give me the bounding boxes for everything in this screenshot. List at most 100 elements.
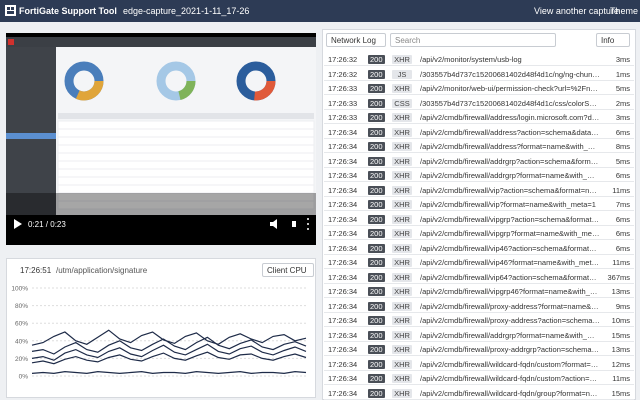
capture-name: edge-capture_2021-1-11_17-26 bbox=[123, 6, 250, 16]
log-row[interactable]: 17:26:34 200 XHR/api/v2/cmdb/firewall/vip4… bbox=[324, 241, 634, 255]
request-type: XHR bbox=[392, 171, 412, 180]
status-code: 200 bbox=[368, 345, 385, 354]
request-url: /api/v2/cmdb/firewall/vipgrp46?format=na… bbox=[420, 287, 600, 296]
request-type: XHR bbox=[392, 156, 412, 166]
log-row[interactable]: 17:26:34 200 XHR/api/v2/cmdb/firewall/vipg… bbox=[324, 226, 634, 240]
duration: 3ms bbox=[615, 55, 630, 64]
log-row[interactable]: 17:26:34 200 XHR/api/v2/cmdb/firewall/addr… bbox=[324, 139, 634, 153]
request-type: XHR bbox=[392, 316, 412, 325]
log-row[interactable]: 17:26:34 200 XHR/api/v2/cmdb/firewall/vip?… bbox=[324, 183, 634, 197]
request-url: /api/v2/cmdb/firewall/proxy-address?form… bbox=[420, 301, 600, 311]
log-time: 17:26:34 bbox=[328, 156, 358, 166]
view-another-capture[interactable]: View another capture bbox=[534, 6, 619, 16]
log-row[interactable]: 17:26:34 200 XHR/api/v2/cmdb/firewall/addr… bbox=[324, 168, 634, 182]
cpu-line bbox=[31, 343, 307, 361]
log-row[interactable]: 17:26:34 200 XHR/api/v2/cmdb/firewall/prox… bbox=[324, 342, 634, 356]
log-row[interactable]: 17:26:34 200 XHR/api/v2/cmdb/firewall/vip4… bbox=[324, 255, 634, 269]
theme-menu[interactable]: Theme bbox=[610, 6, 639, 16]
request-type: XHR bbox=[392, 258, 412, 267]
request-url: /api/v2/cmdb/firewall/vip46?action=schem… bbox=[420, 243, 600, 253]
status-code: 200 bbox=[368, 388, 385, 398]
request-url: /api/v2/cmdb/firewall/wildcard-fqdn/grou… bbox=[420, 388, 600, 398]
status-code: 200 bbox=[368, 171, 385, 180]
log-row[interactable]: 17:26:33 200 CSS/303557b4d737c15200681402d… bbox=[324, 96, 634, 110]
duration: 6ms bbox=[615, 214, 630, 224]
video-time: 0:21 / 0:23 bbox=[28, 220, 66, 229]
source-label: Network Log bbox=[331, 36, 376, 45]
request-type: XHR bbox=[392, 229, 412, 238]
cpu-chart: 0% 20% 40% 60% 80% 100% bbox=[11, 286, 307, 381]
log-row[interactable]: 17:26:34 200 XHR/api/v2/cmdb/firewall/addr… bbox=[324, 154, 634, 168]
log-row[interactable]: 17:26:33 200 XHR/api/v2/monitor/web-ui/per… bbox=[324, 81, 634, 95]
request-type: XHR bbox=[392, 359, 412, 369]
request-url: /api/v2/cmdb/firewall/vip64?action=schem… bbox=[420, 272, 600, 282]
status-code: 200 bbox=[368, 374, 385, 383]
log-time: 17:26:34 bbox=[328, 200, 358, 209]
log-row[interactable]: 17:26:34 200 XHR/api/v2/cmdb/firewall/prox… bbox=[324, 299, 634, 313]
log-row[interactable]: 17:26:34 200 XHR/api/v2/cmdb/firewall/addr… bbox=[324, 125, 634, 139]
request-url: /api/v2/cmdb/firewall/vip?action=schema&… bbox=[420, 185, 600, 195]
log-row[interactable]: 17:26:34 200 XHR/api/v2/cmdb/firewall/wild… bbox=[324, 357, 634, 371]
request-type: XHR bbox=[392, 127, 412, 137]
video-frame bbox=[6, 37, 316, 230]
logo bbox=[5, 5, 16, 16]
status-code: 200 bbox=[368, 330, 385, 340]
status-code: 200 bbox=[368, 301, 385, 311]
cpu-line bbox=[31, 351, 307, 365]
status-code: 200 bbox=[368, 243, 385, 253]
duration: 6ms bbox=[615, 229, 630, 238]
level-dropdown[interactable]: Info bbox=[596, 33, 630, 47]
log-time: 17:26:34 bbox=[328, 258, 358, 267]
request-type: XHR bbox=[392, 330, 412, 340]
request-url: /api/v2/cmdb/firewall/proxy-address?acti… bbox=[420, 316, 600, 325]
log-time: 17:26:34 bbox=[328, 316, 358, 325]
log-row[interactable]: 17:26:34 200 XHR/api/v2/cmdb/firewall/addr… bbox=[324, 328, 634, 342]
source-dropdown[interactable]: Network Log bbox=[326, 33, 386, 47]
request-url: /api/v2/cmdb/firewall/wildcard-fqdn/cust… bbox=[420, 374, 600, 383]
status-code: 200 bbox=[368, 214, 385, 224]
top-bar: FortiGate Support Tool edge-capture_2021… bbox=[0, 0, 640, 22]
log-time: 17:26:34 bbox=[328, 301, 358, 311]
metric-label: Client CPU bbox=[267, 266, 307, 275]
log-time: 17:26:34 bbox=[328, 359, 358, 369]
log-row[interactable]: 17:26:34 200 XHR/api/v2/cmdb/firewall/vipg… bbox=[324, 212, 634, 226]
status-code: 200 bbox=[368, 98, 385, 108]
request-type: XHR bbox=[392, 214, 412, 224]
log-row[interactable]: 17:26:34 200 XHR/api/v2/cmdb/firewall/vip6… bbox=[324, 270, 634, 284]
log-row[interactable]: 17:26:32 200 XHR/api/v2/monitor/system/usb… bbox=[324, 52, 634, 66]
log-row[interactable]: 17:26:34 200 XHR/api/v2/cmdb/firewall/vipg… bbox=[324, 284, 634, 298]
log-time: 17:26:34 bbox=[328, 330, 358, 340]
log-row[interactable]: 17:26:34 200 XHR/api/v2/cmdb/firewall/wild… bbox=[324, 386, 634, 400]
request-url: /api/v2/cmdb/firewall/vip46?format=name&… bbox=[420, 258, 600, 267]
status-code: 200 bbox=[368, 127, 385, 137]
request-url: /api/v2/cmdb/firewall/addrgrp?action=sch… bbox=[420, 156, 600, 166]
cpu-path: /utm/application/signature bbox=[56, 266, 148, 275]
duration: 11ms bbox=[612, 185, 630, 195]
log-row[interactable]: 17:26:34 200 XHR/api/v2/cmdb/firewall/wild… bbox=[324, 371, 634, 385]
status-code: 200 bbox=[368, 142, 385, 151]
duration: 15ms bbox=[611, 388, 630, 398]
log-row[interactable]: 17:26:34 200 XHR/api/v2/cmdb/firewall/vip?… bbox=[324, 197, 634, 211]
log-time: 17:26:34 bbox=[328, 374, 358, 383]
status-code: 200 bbox=[368, 156, 385, 166]
log-row[interactable]: 17:26:33 200 XHR/api/v2/cmdb/firewall/addr… bbox=[324, 110, 634, 124]
duration: 5ms bbox=[615, 84, 630, 93]
duration: 2ms bbox=[615, 98, 630, 108]
request-url: /api/v2/monitor/system/usb-log bbox=[420, 55, 522, 64]
log-row[interactable]: 17:26:34 200 XHR/api/v2/cmdb/firewall/prox… bbox=[324, 313, 634, 327]
duration: 10ms bbox=[611, 316, 630, 325]
cpu-line bbox=[31, 336, 307, 355]
metric-dropdown[interactable]: Client CPU bbox=[262, 263, 314, 277]
log-time: 17:26:33 bbox=[328, 84, 358, 93]
video-player[interactable]: 0:21 / 0:23 bbox=[6, 33, 316, 245]
duration: 13ms bbox=[611, 345, 630, 354]
log-time: 17:26:34 bbox=[328, 142, 358, 151]
status-code: 200 bbox=[368, 258, 385, 267]
request-type: XHR bbox=[392, 185, 412, 195]
log-row[interactable]: 17:26:32 200 JS/303557b4d737c15200681402d4… bbox=[324, 67, 634, 81]
status-code: 200 bbox=[368, 287, 385, 296]
request-type: XHR bbox=[392, 287, 412, 296]
request-url: /api/v2/cmdb/firewall/vipgrp?format=name… bbox=[420, 229, 600, 238]
search-box[interactable]: Search bbox=[390, 33, 556, 47]
